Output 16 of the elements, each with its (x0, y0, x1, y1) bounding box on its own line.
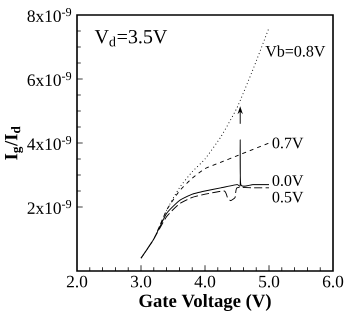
series-label: 0.7V (272, 138, 304, 148)
y-tick-label: 4x10$^{-9}$ (27, 136, 72, 150)
x-tick-label: 4.0 (194, 276, 216, 288)
x-tick-label: 2.0 (66, 276, 88, 288)
x-axis-title: Gate Voltage (V) (139, 294, 271, 312)
x-tick-label: 3.0 (131, 276, 152, 288)
y-tick-label: 2x10$^{-9}$ (28, 200, 72, 214)
series-label: Vb=0.8V (265, 45, 326, 57)
series-label: 0.0V (272, 175, 304, 186)
series-label: 0.5V (272, 192, 304, 203)
text: I$_{g}$/I$_{d}$ (4, 126, 24, 160)
x-tick-label: 5.0 (259, 276, 280, 288)
y-tick-label: 6x10$^{-9}$ (28, 72, 72, 86)
y-tick-label: 8x10$^{-9}$ (28, 8, 72, 22)
annotation: V$_{d}$=3.5V (94, 30, 168, 46)
x-tick-label: 6.0 (322, 276, 344, 288)
